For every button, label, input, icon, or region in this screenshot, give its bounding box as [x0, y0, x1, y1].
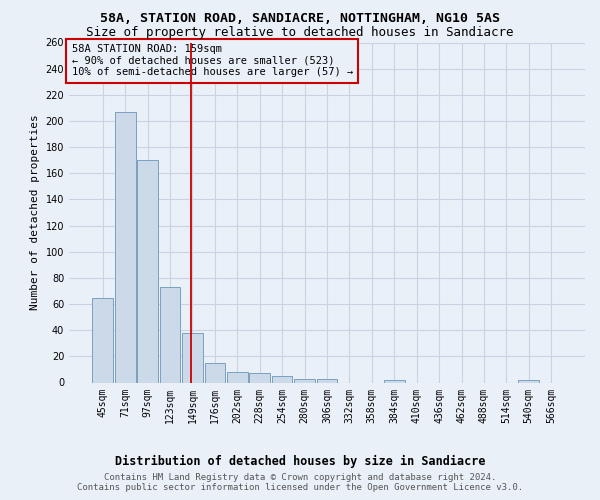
Text: 58A STATION ROAD: 159sqm
← 90% of detached houses are smaller (523)
10% of semi-: 58A STATION ROAD: 159sqm ← 90% of detach…: [71, 44, 353, 78]
Bar: [250, 374, 270, 382]
Text: Distribution of detached houses by size in Sandiacre: Distribution of detached houses by size …: [115, 455, 485, 468]
Bar: [92, 298, 113, 382]
Bar: [294, 378, 315, 382]
Bar: [272, 376, 292, 382]
Bar: [317, 378, 337, 382]
Bar: [227, 372, 248, 382]
Bar: [384, 380, 404, 382]
Bar: [137, 160, 158, 382]
Text: 58A, STATION ROAD, SANDIACRE, NOTTINGHAM, NG10 5AS: 58A, STATION ROAD, SANDIACRE, NOTTINGHAM…: [100, 12, 500, 26]
Bar: [115, 112, 136, 382]
Bar: [160, 287, 181, 382]
Bar: [518, 380, 539, 382]
Text: Contains HM Land Registry data © Crown copyright and database right 2024.
Contai: Contains HM Land Registry data © Crown c…: [77, 473, 523, 492]
Bar: [182, 333, 203, 382]
Text: Size of property relative to detached houses in Sandiacre: Size of property relative to detached ho…: [86, 26, 514, 39]
Bar: [205, 363, 225, 382]
Y-axis label: Number of detached properties: Number of detached properties: [30, 114, 40, 310]
